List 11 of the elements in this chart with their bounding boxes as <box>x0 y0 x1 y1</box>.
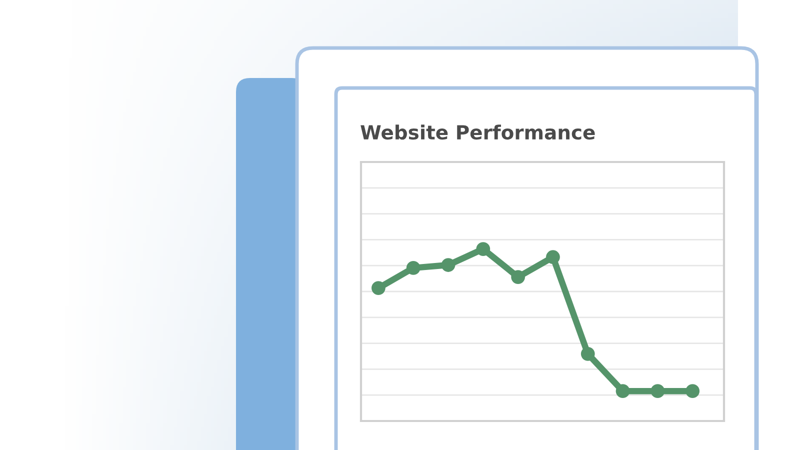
chart-title: Website Performance <box>360 124 595 140</box>
point <box>476 242 490 256</box>
point <box>650 384 665 398</box>
point <box>441 258 456 272</box>
point <box>686 384 700 398</box>
point <box>406 260 420 275</box>
point <box>372 281 386 296</box>
point <box>511 270 526 284</box>
point <box>546 250 560 264</box>
point <box>580 346 595 361</box>
point <box>616 384 630 398</box>
